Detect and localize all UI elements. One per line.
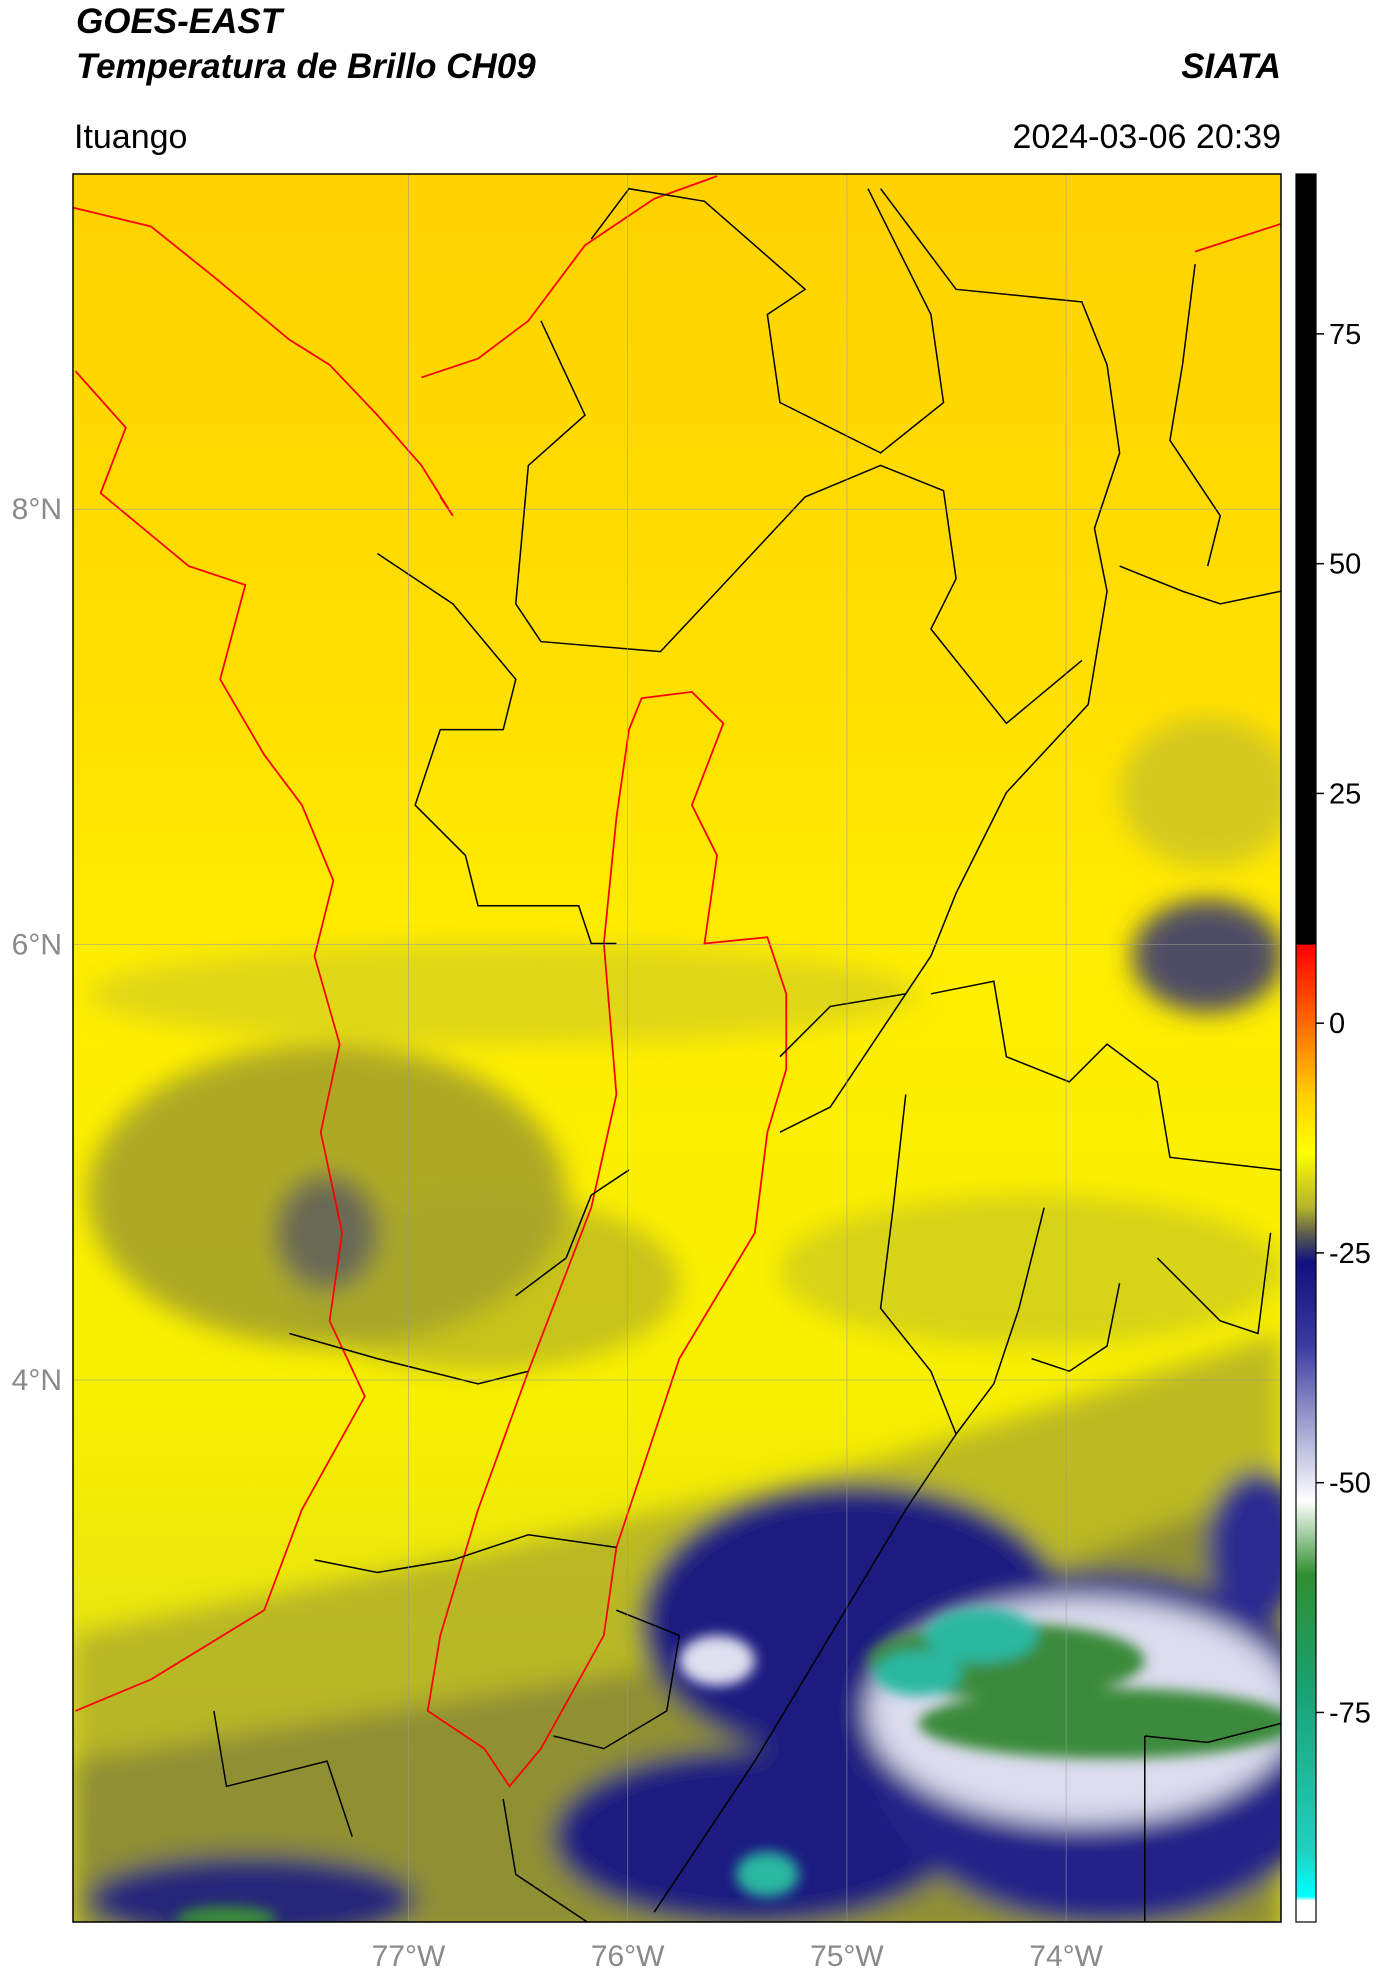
colorbar: 75 50 25 0 -25 -50 -75 (1295, 173, 1371, 1923)
y-tick-label: 4°N (12, 1364, 62, 1397)
x-tick-label: 76°W (591, 1940, 665, 1973)
map-frame (72, 173, 1282, 1923)
colorbar-tick-label: 50 (1329, 549, 1361, 581)
x-tick-label: 74°W (1029, 1940, 1103, 1973)
x-tick-label: 75°W (810, 1940, 884, 1973)
y-tick-label: 8°N (12, 493, 62, 526)
colorbar-tick-label: 25 (1329, 778, 1361, 810)
grid (73, 174, 1281, 1922)
colorbar-tick-label: 0 (1329, 1008, 1345, 1040)
colorbar-bar (1295, 173, 1317, 1923)
title: GOES-EAST (76, 2, 285, 41)
location: Ituango (74, 118, 187, 156)
colorbar-tick-label: -25 (1329, 1238, 1371, 1270)
colorbar-tick-label: 75 (1329, 319, 1361, 351)
colorbar-tick-label: -50 (1329, 1468, 1371, 1500)
x-tick-label: 77°W (372, 1940, 446, 1973)
timestamp: 2024-03-06 20:39 (1013, 118, 1281, 156)
subtitle: Temperatura de Brillo CH09 (76, 47, 536, 86)
agency: SIATA (1181, 47, 1281, 86)
satellite-image (73, 174, 1281, 1922)
colorbar-tick-label: -75 (1329, 1697, 1371, 1729)
y-tick-label: 6°N (12, 929, 62, 962)
axis-ticks: 77°W 76°W 75°W 74°W 8°N 6°N 4°N (12, 493, 1104, 1973)
